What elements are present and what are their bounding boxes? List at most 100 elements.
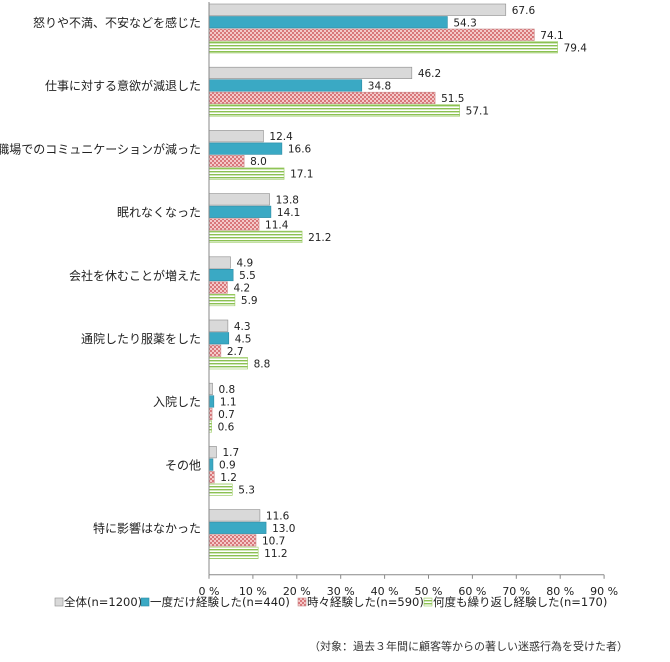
data-label-4-4: 21.2 bbox=[308, 232, 331, 244]
legend-swatch-4 bbox=[423, 597, 433, 607]
bar-5-series-2 bbox=[208, 268, 234, 282]
x-tick-label-50: 50 % bbox=[415, 585, 443, 598]
bar-1-series-1 bbox=[208, 3, 507, 16]
bar-9-series-3 bbox=[208, 534, 257, 547]
data-label-6-4: 8.8 bbox=[254, 358, 271, 370]
category-label-1: 怒りや不満、不安などを感じた bbox=[33, 15, 201, 30]
bar-2-series-1 bbox=[208, 66, 413, 79]
data-label-7-2: 1.1 bbox=[220, 396, 237, 408]
bar-8-series-1 bbox=[208, 446, 217, 459]
data-label-2-1: 46.2 bbox=[418, 68, 441, 80]
bar-6-series-2 bbox=[208, 332, 230, 345]
data-label-1-4: 79.4 bbox=[564, 42, 588, 54]
data-label-1-1: 67.6 bbox=[512, 5, 536, 17]
data-label-7-1: 0.8 bbox=[219, 384, 236, 396]
legend-label-4: 何度も繰り返し経験した(n=170) bbox=[433, 595, 607, 609]
category-label-4: 眠れなくなった bbox=[117, 206, 201, 220]
x-tick-label-40: 40 % bbox=[371, 585, 399, 598]
x-tick-label-10: 10 % bbox=[239, 585, 267, 598]
category-label-7: 入院した bbox=[153, 395, 201, 409]
data-label-3-1: 12.4 bbox=[269, 131, 293, 143]
data-label-8-3: 1.2 bbox=[220, 472, 237, 484]
bar-1-series-4 bbox=[208, 41, 558, 54]
legend-label-3: 時々経験した(n=590) bbox=[307, 595, 424, 609]
legend-swatch-2 bbox=[140, 597, 150, 607]
bar-3-series-2 bbox=[208, 142, 283, 155]
legend-swatch-3 bbox=[297, 597, 307, 607]
data-label-3-3: 8.0 bbox=[250, 156, 267, 168]
bar-8-series-2 bbox=[208, 458, 214, 471]
data-label-8-2: 0.9 bbox=[219, 460, 236, 472]
data-label-4-2: 14.1 bbox=[277, 207, 300, 219]
x-tick-label-0: 0 % bbox=[199, 585, 220, 598]
data-label-2-2: 34.8 bbox=[368, 80, 391, 92]
x-tick-label-20: 20 % bbox=[283, 585, 311, 598]
data-label-9-2: 13.0 bbox=[272, 523, 295, 535]
data-label-5-2: 5.5 bbox=[239, 270, 256, 282]
data-label-1-3: 74.1 bbox=[540, 30, 563, 42]
category-label-6: 通院したり服薬をした bbox=[81, 332, 201, 346]
bar-4-series-3 bbox=[208, 218, 260, 231]
bar-5-series-3 bbox=[208, 281, 228, 294]
bar-5-series-4 bbox=[208, 293, 236, 307]
bar-4-series-2 bbox=[208, 205, 272, 218]
bar-7-series-2 bbox=[208, 395, 215, 408]
data-label-4-1: 13.8 bbox=[276, 194, 299, 206]
bar-2-series-2 bbox=[208, 79, 363, 92]
x-tick-label-30: 30 % bbox=[327, 585, 355, 598]
data-label-9-3: 10.7 bbox=[262, 535, 285, 547]
legend-label-2: 一度だけ経験した(n=440) bbox=[150, 595, 290, 609]
data-label-6-2: 4.5 bbox=[235, 333, 252, 345]
x-tick-label-90: 90 % bbox=[590, 585, 618, 598]
bar-6-series-3 bbox=[208, 344, 222, 357]
data-label-6-1: 4.3 bbox=[234, 321, 251, 333]
bar-9-series-1 bbox=[208, 509, 261, 522]
data-label-7-4: 0.6 bbox=[218, 421, 235, 433]
bar-8-series-3 bbox=[208, 471, 215, 484]
bar-6-series-1 bbox=[208, 319, 229, 332]
bar-8-series-4 bbox=[208, 483, 233, 496]
legend-label-1: 全体(n=1200) bbox=[64, 595, 142, 609]
bar-1-series-2 bbox=[208, 16, 448, 29]
data-label-5-4: 5.9 bbox=[241, 295, 258, 307]
bar-9-series-2 bbox=[208, 521, 267, 534]
bar-7-series-1 bbox=[208, 382, 213, 396]
data-label-3-2: 16.6 bbox=[288, 144, 312, 156]
category-label-9: 特に影響はなかった bbox=[93, 521, 201, 536]
data-label-4-3: 11.4 bbox=[265, 219, 289, 231]
bar-9-series-4 bbox=[208, 546, 259, 559]
bar-1-series-3 bbox=[208, 28, 535, 41]
data-label-1-2: 54.3 bbox=[453, 17, 476, 29]
bar-4-series-4 bbox=[208, 230, 303, 243]
x-tick-label-80: 80 % bbox=[546, 585, 574, 598]
bar-2-series-3 bbox=[208, 91, 436, 104]
bar-3-series-4 bbox=[208, 167, 285, 180]
data-label-5-3: 4.2 bbox=[233, 283, 250, 295]
bar-4-series-1 bbox=[208, 193, 270, 206]
data-label-2-4: 57.1 bbox=[466, 105, 489, 117]
bar-2-series-4 bbox=[208, 104, 460, 117]
data-label-8-4: 5.3 bbox=[238, 485, 255, 497]
legend-swatch-1 bbox=[54, 597, 64, 607]
bar-3-series-1 bbox=[208, 130, 264, 143]
bar-6-series-4 bbox=[208, 357, 248, 370]
category-label-3: 職場でのコミュニケーションが減った bbox=[0, 141, 201, 156]
data-label-5-1: 4.9 bbox=[237, 258, 254, 270]
category-label-5: 会社を休むことが増えた bbox=[69, 268, 201, 283]
data-label-9-1: 11.6 bbox=[266, 510, 290, 522]
bar-3-series-3 bbox=[208, 155, 245, 168]
bar-5-series-1 bbox=[208, 256, 231, 269]
category-label-8: その他 bbox=[165, 458, 201, 472]
x-tick-label-70: 70 % bbox=[502, 585, 530, 598]
data-label-8-1: 1.7 bbox=[222, 447, 239, 459]
data-label-2-3: 51.5 bbox=[441, 93, 464, 105]
category-label-2: 仕事に対する意欲が減退した bbox=[45, 78, 201, 93]
x-tick-label-60: 60 % bbox=[458, 585, 486, 598]
data-label-6-3: 2.7 bbox=[227, 346, 244, 358]
data-label-7-3: 0.7 bbox=[218, 409, 235, 421]
footnote: （対象：過去３年間に顧客等からの著しい迷惑行為を受けた者） bbox=[309, 640, 628, 653]
data-label-3-4: 17.1 bbox=[290, 169, 313, 181]
data-label-9-4: 11.2 bbox=[264, 548, 287, 560]
